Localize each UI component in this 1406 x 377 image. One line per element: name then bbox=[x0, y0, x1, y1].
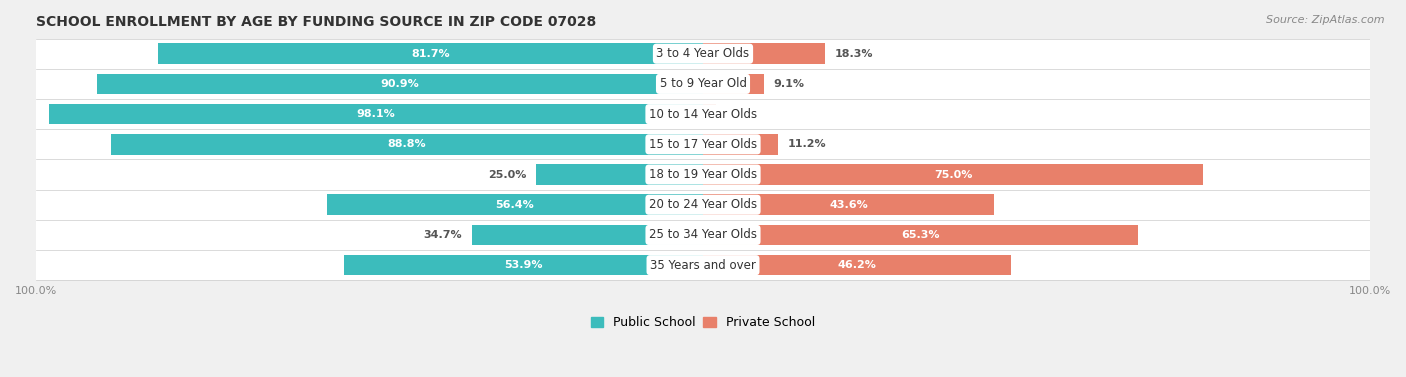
Text: 81.7%: 81.7% bbox=[412, 49, 450, 59]
Bar bbox=[37, 69, 1369, 99]
Bar bbox=[703, 43, 825, 64]
Text: 65.3%: 65.3% bbox=[901, 230, 941, 240]
Legend: Public School, Private School: Public School, Private School bbox=[591, 316, 815, 329]
Text: 25.0%: 25.0% bbox=[488, 170, 526, 179]
Text: 3 to 4 Year Olds: 3 to 4 Year Olds bbox=[657, 47, 749, 60]
Bar bbox=[536, 164, 703, 185]
Text: 56.4%: 56.4% bbox=[495, 200, 534, 210]
Bar bbox=[37, 159, 1369, 190]
Bar bbox=[703, 255, 1011, 276]
Bar bbox=[97, 74, 703, 94]
Text: 11.2%: 11.2% bbox=[787, 139, 827, 149]
Bar bbox=[703, 104, 716, 124]
Text: 1.9%: 1.9% bbox=[725, 109, 756, 119]
Bar bbox=[37, 220, 1369, 250]
Text: 20 to 24 Year Olds: 20 to 24 Year Olds bbox=[650, 198, 756, 211]
Bar bbox=[326, 195, 703, 215]
Text: 53.9%: 53.9% bbox=[503, 260, 543, 270]
Bar bbox=[157, 43, 703, 64]
Text: 88.8%: 88.8% bbox=[388, 139, 426, 149]
Bar bbox=[49, 104, 703, 124]
Bar bbox=[343, 255, 703, 276]
Bar bbox=[37, 99, 1369, 129]
Text: SCHOOL ENROLLMENT BY AGE BY FUNDING SOURCE IN ZIP CODE 07028: SCHOOL ENROLLMENT BY AGE BY FUNDING SOUR… bbox=[37, 15, 596, 29]
Text: 25 to 34 Year Olds: 25 to 34 Year Olds bbox=[650, 228, 756, 241]
Text: 90.9%: 90.9% bbox=[381, 79, 419, 89]
Text: 10 to 14 Year Olds: 10 to 14 Year Olds bbox=[650, 107, 756, 121]
Text: 46.2%: 46.2% bbox=[838, 260, 876, 270]
Text: 5 to 9 Year Old: 5 to 9 Year Old bbox=[659, 77, 747, 90]
Bar bbox=[703, 74, 763, 94]
Text: Source: ZipAtlas.com: Source: ZipAtlas.com bbox=[1267, 15, 1385, 25]
Bar bbox=[37, 38, 1369, 69]
Text: 35 Years and over: 35 Years and over bbox=[650, 259, 756, 272]
Bar bbox=[37, 250, 1369, 280]
Bar bbox=[703, 195, 994, 215]
Text: 34.7%: 34.7% bbox=[423, 230, 461, 240]
Bar bbox=[37, 190, 1369, 220]
Bar bbox=[471, 225, 703, 245]
Text: 18.3%: 18.3% bbox=[835, 49, 873, 59]
Bar bbox=[703, 225, 1139, 245]
Text: 15 to 17 Year Olds: 15 to 17 Year Olds bbox=[650, 138, 756, 151]
Bar bbox=[37, 129, 1369, 159]
Bar bbox=[111, 134, 703, 155]
Text: 75.0%: 75.0% bbox=[934, 170, 973, 179]
Text: 98.1%: 98.1% bbox=[357, 109, 395, 119]
Bar bbox=[703, 134, 778, 155]
Text: 43.6%: 43.6% bbox=[830, 200, 868, 210]
Bar bbox=[703, 164, 1204, 185]
Text: 18 to 19 Year Olds: 18 to 19 Year Olds bbox=[650, 168, 756, 181]
Text: 9.1%: 9.1% bbox=[773, 79, 804, 89]
